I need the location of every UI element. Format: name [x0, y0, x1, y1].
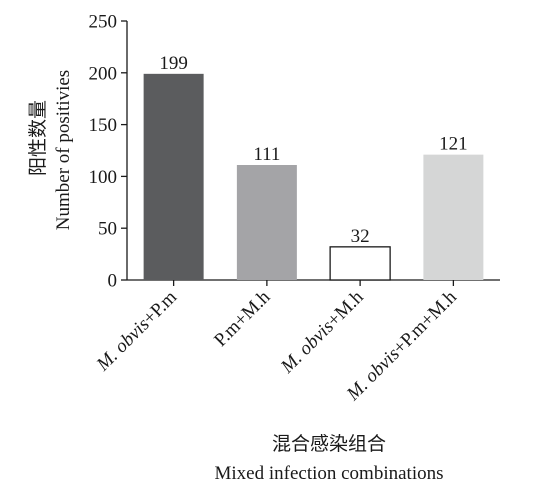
y-axis-title-english: Number of positivies: [53, 70, 74, 230]
x-tick-label: M. obvis+M.h: [276, 286, 368, 378]
y-tick-label: 50: [98, 219, 117, 240]
bar-value-label: 199: [159, 53, 188, 74]
x-axis-title-english: Mixed infection combinations: [214, 463, 443, 484]
y-tick-label: 0: [108, 271, 118, 292]
y-tick-label: 150: [89, 115, 118, 136]
y-tick-label: 250: [89, 12, 118, 33]
bar-value-label: 121: [439, 134, 468, 155]
bar-value-label: 111: [253, 144, 280, 165]
y-axis-title-chinese: 阳性数量: [27, 100, 49, 176]
x-axis: [127, 279, 500, 286]
y-tick-label: 100: [89, 167, 118, 188]
bar: [236, 165, 297, 280]
x-tick-label: M. obvis+P.m: [92, 287, 181, 376]
data-labels: 199 111 32 121: [159, 53, 467, 247]
y-tick-label: 200: [89, 63, 118, 84]
bar: [423, 154, 484, 280]
y-axis: 0 50 100 150 200 250: [89, 12, 128, 292]
category-labels: M. obvis+P.m P.m+M.h M. obvis+M.hM. obvis+…: [92, 286, 461, 405]
x-axis-title-chinese: 混合感染组合: [272, 433, 386, 455]
x-tick-label: P.m+M.h: [210, 286, 275, 351]
bar: [143, 73, 204, 280]
bar-value-label: 32: [351, 226, 370, 247]
bars: [143, 73, 484, 281]
bar: [329, 246, 391, 281]
